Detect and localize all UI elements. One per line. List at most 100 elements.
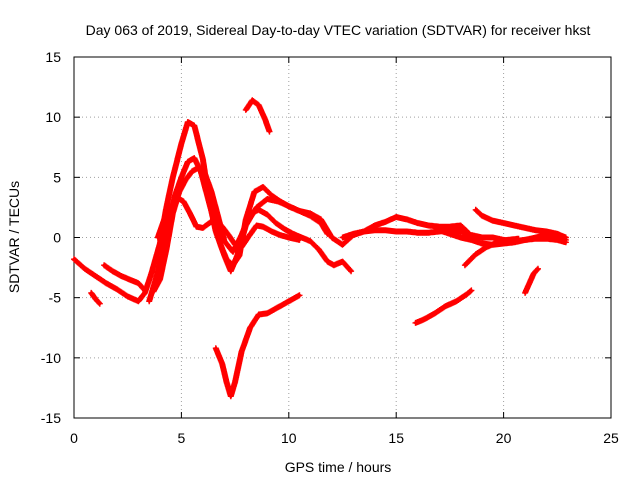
data-point [523,226,527,230]
data-point [463,263,467,267]
data-point [207,221,211,225]
data-point [517,237,521,241]
y-tick-label: -5 [49,290,62,306]
data-point [265,197,269,201]
data-point [394,215,398,219]
data-point [263,118,267,122]
data-point [287,299,291,303]
data-point [474,208,478,212]
data-point [188,211,192,215]
data-point [93,297,97,301]
data-point [149,272,153,276]
data-point [433,311,437,315]
data-point [225,257,229,261]
y-tick-label: 5 [53,169,61,185]
data-point [351,232,355,236]
series-track-d [154,194,303,251]
data-point [308,239,312,243]
data-point [231,250,235,254]
data-point [197,166,201,170]
data-point [252,190,256,194]
data-point [383,220,387,224]
data-point [151,290,155,294]
data-point [119,274,123,278]
data-point [227,233,231,237]
data-point [414,321,418,325]
data-point [179,142,183,146]
data-point [512,223,516,227]
data-marks [71,97,569,400]
data-point [405,229,409,233]
series-markers [101,262,148,294]
data-point [319,221,323,225]
series-track-c [150,164,355,295]
data-point [205,193,209,197]
data-point [317,248,321,252]
data-point [102,263,106,267]
data-point [186,160,190,164]
data-point [416,231,420,235]
data-point [255,223,259,227]
data-point [265,311,269,315]
data-point [469,233,473,237]
y-axis-label: SDTVAR / TECUs [6,181,22,293]
axis-ticks: 0 5 10 15 20 25 -15 -10 -5 0 5 10 15 [41,49,619,446]
data-point [502,221,506,225]
data-point [240,350,244,354]
data-point [214,346,218,350]
data-point [257,313,261,317]
data-point [287,204,291,208]
data-point [237,254,241,258]
data-point [330,236,334,239]
series-track-a [71,119,471,305]
data-point [184,178,188,182]
data-point [291,232,295,236]
data-point [179,175,183,179]
data-point [233,243,237,247]
series-track-m [88,289,103,307]
data-point [220,362,224,366]
data-point [534,228,538,232]
x-tick-label: 15 [388,430,404,446]
data-point [89,291,93,295]
y-tick-label: 15 [45,49,61,65]
data-point [162,217,166,221]
data-point [128,278,132,282]
data-point [194,225,198,229]
data-point [136,299,140,303]
data-point [244,108,248,112]
data-point [298,238,302,242]
data-point [283,227,287,231]
y-tick-label: 0 [53,230,61,246]
data-point [325,232,329,236]
data-point [220,225,224,229]
data-point [93,274,97,278]
data-point [222,239,226,243]
data-point [523,238,527,242]
data-point [182,199,186,203]
data-point [564,236,568,239]
data-point [298,209,302,213]
series-track-g [472,206,569,241]
data-point [341,236,344,239]
data-point [495,240,499,244]
series-track-l [522,265,541,296]
data-point [218,242,222,246]
data-point [545,229,549,233]
data-point [422,317,426,321]
chart-title: Day 063 of 2019, Sidereal Day-to-day VTE… [86,22,591,38]
data-point [143,288,147,292]
series-track-k [461,235,522,269]
data-point [362,229,366,233]
data-point [158,242,162,246]
data-point [136,281,140,285]
data-point [444,304,448,308]
data-point [201,226,205,230]
data-point [154,278,158,282]
data-point [459,229,463,233]
data-point [233,380,237,384]
data-point [287,236,291,239]
data-point [274,221,278,225]
data-point [474,252,478,256]
